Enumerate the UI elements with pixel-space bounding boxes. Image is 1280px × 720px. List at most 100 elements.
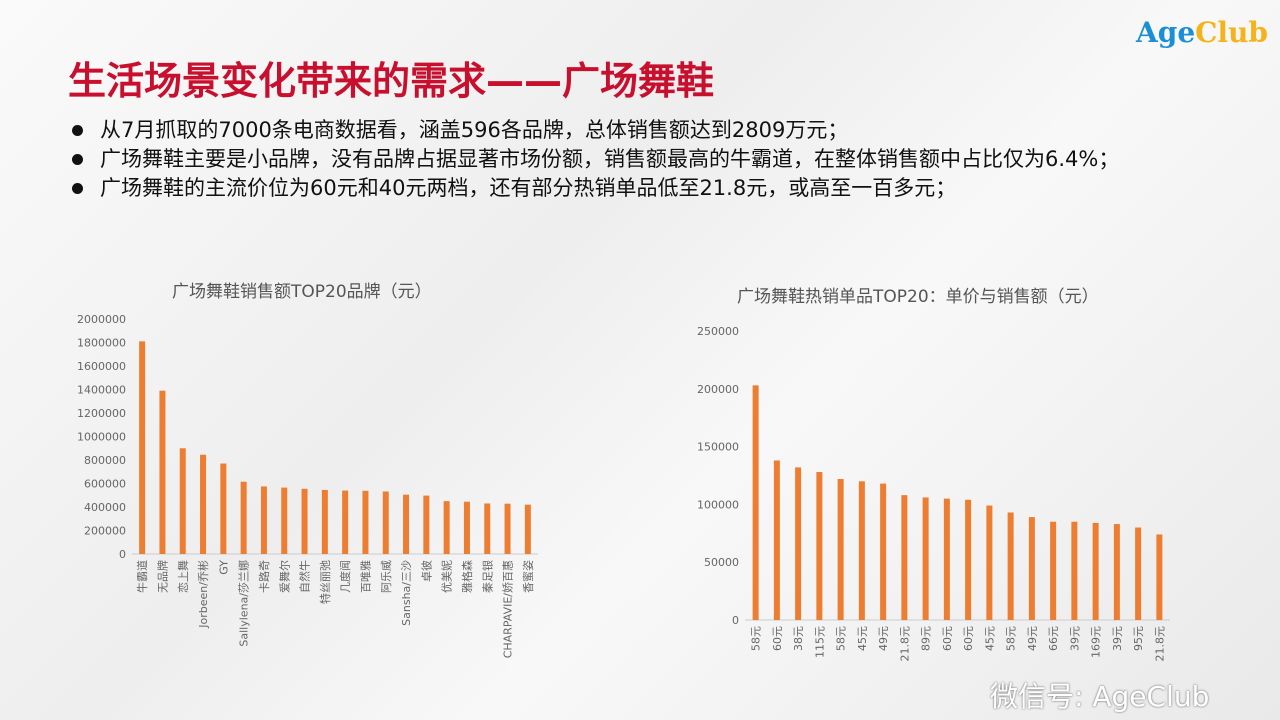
bar [1071, 521, 1078, 620]
x-tick-label: 阿乐威 [380, 560, 393, 593]
bar [1156, 534, 1163, 620]
bar [986, 505, 993, 620]
bar [139, 341, 146, 554]
wechat-watermark: 微信号: AgeClub [990, 680, 1210, 713]
x-tick-label: 21.8元 [1153, 626, 1166, 662]
bar [281, 487, 288, 554]
product-sales-chart: 0 50000 100000 150000 200000 250000 58元 60元 38元 1… [697, 325, 1170, 662]
x-tick-label: 95元 [1132, 626, 1145, 651]
bar [773, 460, 780, 620]
bar [837, 478, 844, 620]
x-tick-label: 香蜜姿 [521, 560, 535, 593]
chart-title-right: 广场舞鞋热销单品TOP20：单价与销售额（元） [737, 287, 1099, 307]
bar [342, 490, 349, 554]
bar [880, 483, 887, 620]
x-tick-label: GY [217, 560, 230, 575]
bar [443, 501, 450, 554]
bar [965, 499, 972, 620]
bar [260, 486, 267, 554]
bar [179, 448, 186, 554]
brand-sales-chart: 0 200000 400000 600000 800000 1000000 1200000 1… [77, 313, 538, 658]
x-tick-label: 169元 [1090, 626, 1103, 658]
bar [463, 501, 470, 554]
bar [484, 503, 491, 554]
y-tick-label: 150000 [697, 441, 739, 454]
bar [1092, 522, 1099, 620]
y-tick-label: 250000 [697, 325, 739, 338]
ageclub-logo: AgeClub [1136, 16, 1268, 49]
x-tick-label: 89元 [920, 626, 933, 651]
x-tick-label: Sallylena/莎兰娜 [237, 560, 251, 647]
y-tick-label: 1600000 [77, 360, 126, 373]
y-tick-label: 1000000 [77, 431, 126, 444]
y-tick-label: 200000 [697, 383, 739, 396]
bar [524, 504, 531, 554]
x-tick-label: 45元 [856, 626, 869, 651]
x-tick-label: Sansha/三沙 [400, 560, 413, 626]
bar [240, 481, 247, 554]
y-tick-label: 1200000 [77, 407, 126, 420]
chart-title-left: 广场舞鞋销售额TOP20品牌（元） [172, 282, 432, 302]
x-tick-label: 恋上舞 [176, 560, 190, 593]
bar [795, 467, 802, 620]
bullet-item: 广场舞鞋的主流价位为60元和40元两档，还有部分热销单品低至21.8元，或高至一… [70, 174, 1200, 203]
x-tick-label: 爱舞尔 [278, 560, 291, 593]
bar [816, 472, 823, 620]
bar [1135, 527, 1142, 620]
x-tick-label: 39元 [1068, 626, 1081, 651]
y-tick-label: 0 [119, 548, 126, 561]
bar [752, 385, 759, 620]
x-tick-label: 卓彼 [420, 560, 433, 582]
bar [159, 390, 166, 554]
bar [1028, 517, 1035, 620]
y-tick-label: 50000 [704, 556, 739, 569]
bar [1007, 512, 1014, 620]
bar [321, 489, 328, 554]
x-tick-label: 自然牛 [298, 560, 312, 593]
bar [423, 495, 430, 554]
x-tick-label: 优美妮 [440, 560, 454, 593]
bar [901, 495, 908, 620]
x-tick-label: 39元 [1111, 626, 1124, 651]
y-tick-label: 400000 [84, 501, 126, 514]
bar [1050, 521, 1057, 620]
bullet-item: 广场舞鞋主要是小品牌，没有品牌占据显著市场份额，销售额最高的牛霸道，在整体销售额… [70, 145, 1200, 174]
x-tick-label: 雅格森 [460, 560, 474, 593]
y-tick-label: 1800000 [77, 337, 126, 350]
bar [301, 488, 308, 554]
x-tick-label: 无品牌 [155, 560, 169, 593]
bar [403, 494, 410, 554]
x-tick-label: 21.8元 [898, 626, 911, 662]
page-title: 生活场景变化带来的需求——广场舞鞋 [68, 59, 715, 103]
x-tick-label: 66元 [1047, 626, 1060, 651]
x-tick-label: 60元 [941, 626, 954, 651]
bar [382, 491, 389, 554]
x-tick-label: 特丝丽弛 [318, 560, 332, 604]
bar [1113, 524, 1120, 620]
bar [220, 463, 227, 554]
x-tick-label: 58元 [835, 626, 848, 651]
x-tick-label: 卡路奇 [258, 560, 271, 593]
bar [858, 481, 865, 620]
x-tick-label: 115元 [813, 626, 826, 658]
x-tick-label: 58元 [1005, 626, 1018, 651]
bullet-list: 从7月抓取的7000条电商数据看，涵盖596各品牌，总体销售额达到2809万元；… [70, 116, 1200, 203]
x-tick-label: 60元 [962, 626, 975, 651]
x-tick-label: 60元 [771, 626, 784, 651]
bar [200, 454, 207, 554]
x-tick-label: 百唯雅 [358, 560, 372, 593]
y-tick-label: 2000000 [77, 313, 126, 326]
x-tick-label: 38元 [792, 626, 805, 651]
bar [943, 498, 950, 620]
y-tick-label: 800000 [84, 454, 126, 467]
x-tick-label: 58元 [750, 626, 763, 651]
bar [362, 490, 369, 554]
bullet-item: 从7月抓取的7000条电商数据看，涵盖596各品牌，总体销售额达到2809万元； [70, 116, 1200, 145]
x-tick-label: 牛霸道 [135, 560, 149, 593]
y-tick-label: 200000 [84, 525, 126, 538]
y-tick-label: 600000 [84, 478, 126, 491]
y-tick-label: 0 [732, 614, 739, 627]
x-tick-label: 秦足银 [480, 560, 494, 593]
x-tick-label: 几度闻 [338, 560, 352, 593]
